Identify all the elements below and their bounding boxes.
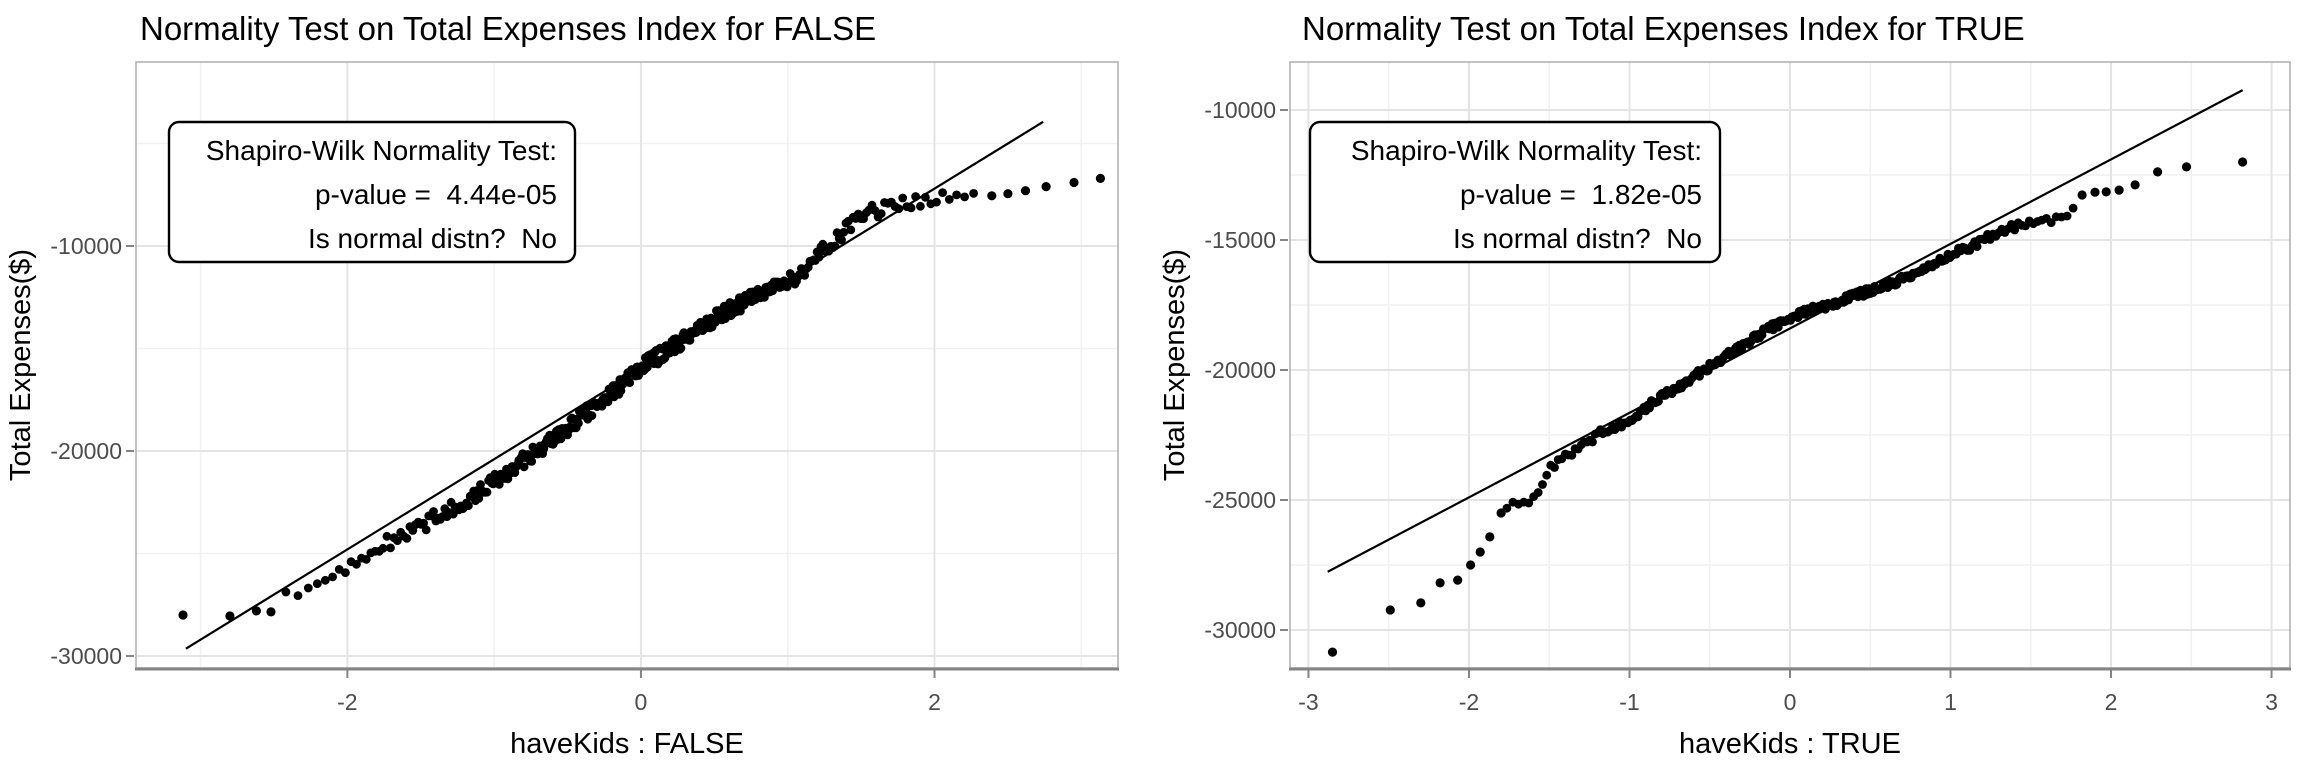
- svg-text:2: 2: [928, 689, 941, 715]
- svg-text:0: 0: [635, 689, 648, 715]
- qq-points: [178, 173, 1105, 621]
- svg-text:2: 2: [2105, 689, 2118, 715]
- y-axis-title: Total Expenses($): [5, 249, 37, 481]
- annotation-box: [167, 120, 577, 264]
- y-tick-labels: -10000 -15000 -20000 -25000 -30000: [1204, 97, 1276, 643]
- svg-text:0: 0: [1784, 689, 1797, 715]
- svg-text:-25000: -25000: [1204, 487, 1276, 513]
- qq-points: [1327, 157, 2248, 657]
- qq-plot-true-canvas: -3 -2 -1 0 1 2 3 -10000 -15000 -20000 -25000 -30000…: [1159, 10, 2291, 760]
- qq-reference-line: [1327, 89, 2244, 573]
- annotation-is-normal: Is normal distn? No: [308, 223, 557, 254]
- svg-text:-20000: -20000: [1204, 357, 1276, 383]
- annotation-p-value: p-value = 1.82e-05: [1460, 179, 1702, 210]
- annotation-box: [1308, 120, 1722, 264]
- x-axis-title: haveKids : FALSE: [510, 728, 744, 760]
- svg-text:-15000: -15000: [1204, 227, 1276, 253]
- qq-plot-false-canvas: -2 0 2 -10000 -20000 -30000 Normality Test on…: [5, 10, 1119, 760]
- shapiro-wilk-annotation: Shapiro-Wilk Normality Test: p-value = 1…: [1308, 120, 1722, 264]
- shapiro-wilk-annotation: Shapiro-Wilk Normality Test: p-value = 4…: [167, 120, 577, 264]
- tick-marks: [126, 245, 936, 678]
- y-axis-title: Total Expenses($): [1159, 249, 1191, 481]
- x-tick-labels: -2 0 2: [337, 689, 941, 715]
- svg-text:-30000: -30000: [50, 643, 122, 669]
- annotation-is-normal: Is normal distn? No: [1453, 223, 1702, 254]
- annotation-test-name: Shapiro-Wilk Normality Test:: [206, 135, 557, 166]
- svg-text:-10000: -10000: [50, 233, 122, 259]
- svg-text:3: 3: [2265, 689, 2278, 715]
- svg-text:-20000: -20000: [50, 438, 122, 464]
- qq-plot-haveKids-false: -2 0 2 -10000 -20000 -30000 Normality Test on…: [5, 10, 1119, 760]
- svg-text:-3: -3: [1298, 689, 1318, 715]
- svg-text:-10000: -10000: [1204, 97, 1276, 123]
- annotation-p-value: p-value = 4.44e-05: [315, 179, 557, 210]
- x-axis-title: haveKids : TRUE: [1679, 728, 1901, 760]
- qq-plot-haveKids-true: -3 -2 -1 0 1 2 3 -10000 -15000 -20000 -25000 -30000…: [1152, 0, 2304, 768]
- panel-area: -2 0 2 -10000 -20000 -30000: [50, 61, 1119, 715]
- svg-text:-2: -2: [1459, 689, 1479, 715]
- y-tick-labels: -10000 -20000 -30000: [50, 233, 122, 669]
- svg-text:1: 1: [1944, 689, 1957, 715]
- svg-text:-1: -1: [1619, 689, 1639, 715]
- svg-text:-30000: -30000: [1204, 617, 1276, 643]
- annotation-test-name: Shapiro-Wilk Normality Test:: [1351, 135, 1702, 166]
- tick-marks: [1280, 108, 2273, 678]
- x-tick-labels: -3 -2 -1 0 1 2 3: [1298, 689, 2278, 715]
- svg-text:-2: -2: [337, 689, 357, 715]
- plot-title: Normality Test on Total Expenses Index f…: [140, 10, 876, 47]
- plot-title: Normality Test on Total Expenses Index f…: [1302, 10, 2025, 47]
